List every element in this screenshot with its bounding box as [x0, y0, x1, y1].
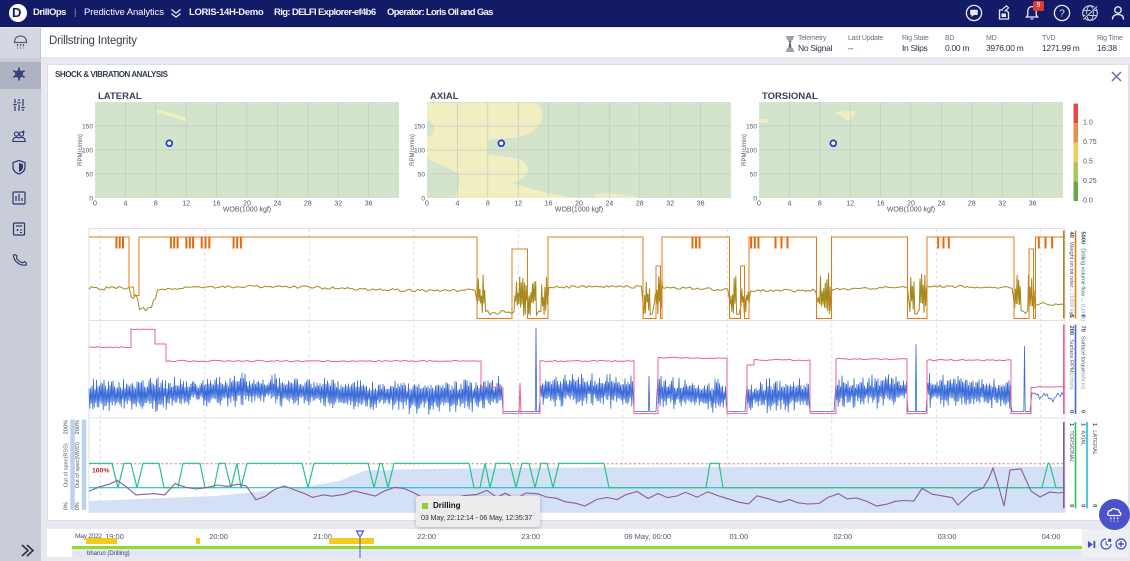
svg-text:32: 32 — [334, 201, 342, 208]
svg-text:AXIAL: AXIAL — [1080, 430, 1086, 447]
svg-text:WOB(1000 kgf): WOB(1000 kgf) — [887, 207, 935, 214]
svg-text:12: 12 — [846, 201, 854, 208]
svg-text:20: 20 — [243, 201, 251, 208]
svg-text:4: 4 — [455, 201, 459, 208]
svg-text:0: 0 — [1091, 504, 1097, 507]
svg-text:?: ? — [1059, 9, 1065, 20]
svg-text:TORSIONAL: TORSIONAL — [762, 91, 818, 102]
svg-text:RPM(c/min): RPM(c/min) — [78, 134, 84, 166]
svg-text:28: 28 — [304, 201, 312, 208]
svg-text:5000: 5000 — [1080, 232, 1086, 245]
svg-text:200%: 200% — [63, 420, 69, 434]
svg-text:4: 4 — [123, 201, 127, 208]
svg-text:1.0: 1.0 — [1083, 119, 1093, 126]
svg-text:4: 4 — [787, 201, 791, 208]
svg-text:100%: 100% — [92, 468, 109, 475]
svg-text:LATERAL: LATERAL — [98, 91, 142, 102]
svg-text:200%: 200% — [75, 420, 81, 434]
svg-text:16: 16 — [545, 201, 553, 208]
svg-text:70: 70 — [1080, 326, 1086, 332]
svg-text:8: 8 — [818, 201, 822, 208]
svg-text:0: 0 — [425, 201, 429, 208]
svg-text:12: 12 — [182, 201, 190, 208]
svg-text:0.75: 0.75 — [1083, 139, 1097, 146]
svg-text:Surface RPM(c/min): Surface RPM(c/min) — [1068, 339, 1074, 390]
svg-text:1: 1 — [1091, 423, 1097, 427]
svg-text:24: 24 — [938, 201, 946, 208]
svg-text:150: 150 — [746, 124, 757, 131]
svg-text:50: 50 — [750, 172, 758, 179]
svg-text:16: 16 — [213, 201, 221, 208]
svg-text:150: 150 — [414, 124, 425, 131]
svg-text:36: 36 — [1029, 201, 1037, 208]
svg-text:32: 32 — [666, 201, 674, 208]
svg-text:WOB(1000 kgf): WOB(1000 kgf) — [555, 207, 603, 214]
svg-text:WOB(1000 kgf): WOB(1000 kgf) — [223, 207, 271, 214]
svg-text:TORSIONAL: TORSIONAL — [1068, 430, 1074, 463]
svg-text:-5: -5 — [1068, 313, 1074, 319]
svg-text:0%: 0% — [63, 502, 69, 510]
svg-text:150: 150 — [82, 124, 93, 131]
svg-text:20: 20 — [575, 201, 583, 208]
svg-text:RPM(c/min): RPM(c/min) — [742, 134, 748, 166]
svg-text:LATERAL: LATERAL — [1091, 430, 1097, 456]
svg-text:0: 0 — [421, 196, 425, 203]
svg-text:0: 0 — [93, 201, 97, 208]
svg-text:0%: 0% — [75, 502, 81, 510]
svg-text:1: 1 — [1080, 423, 1086, 427]
svg-text:1: 1 — [1068, 423, 1074, 427]
svg-text:0: 0 — [757, 201, 761, 208]
svg-text:Out of spec(RSS): Out of spec(RSS) — [63, 443, 69, 487]
svg-text:0.0: 0.0 — [1083, 198, 1093, 205]
svg-text:12: 12 — [514, 201, 522, 208]
svg-text:200: 200 — [1068, 326, 1074, 335]
svg-text:40: 40 — [1068, 232, 1074, 238]
svg-text:50: 50 — [86, 172, 94, 179]
svg-text:0: 0 — [89, 196, 93, 203]
svg-text:0: 0 — [1080, 504, 1086, 507]
svg-text:Weight on bit reter... (1000 k: Weight on bit reter... (1000 kgf) — [1068, 242, 1074, 318]
svg-text:0.5: 0.5 — [1083, 158, 1093, 165]
svg-text:Surface torque(kN.m): Surface torque(kN.m) — [1080, 336, 1086, 390]
svg-text:0.25: 0.25 — [1083, 178, 1097, 185]
svg-text:0: 0 — [1068, 504, 1074, 507]
svg-text:16: 16 — [877, 201, 885, 208]
svg-text:8: 8 — [154, 201, 158, 208]
svg-text:0: 0 — [1068, 410, 1074, 413]
svg-text:100: 100 — [414, 148, 425, 155]
svg-text:0: 0 — [1080, 314, 1086, 317]
svg-text:32: 32 — [998, 201, 1006, 208]
svg-text:28: 28 — [636, 201, 644, 208]
svg-text:100: 100 — [82, 148, 93, 155]
svg-text:100: 100 — [746, 148, 757, 155]
svg-text:Out of spec(MWD): Out of spec(MWD) — [75, 442, 81, 488]
svg-text:36: 36 — [697, 201, 705, 208]
svg-text:36: 36 — [365, 201, 373, 208]
svg-text:50: 50 — [418, 172, 426, 179]
svg-text:8: 8 — [486, 201, 490, 208]
svg-text:Drilling volume flow ... (L/mi: Drilling volume flow ... (L/min) — [1080, 248, 1086, 321]
svg-text:24: 24 — [606, 201, 614, 208]
svg-text:24: 24 — [274, 201, 282, 208]
svg-text:20: 20 — [907, 201, 915, 208]
svg-text:RPM(c/min): RPM(c/min) — [410, 134, 416, 166]
svg-text:28: 28 — [968, 201, 976, 208]
svg-text:AXIAL: AXIAL — [430, 91, 459, 102]
svg-text:0: 0 — [1080, 410, 1086, 413]
svg-text:0: 0 — [753, 196, 757, 203]
